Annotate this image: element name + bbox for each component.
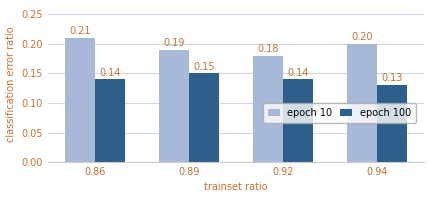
Legend: epoch 10, epoch 100: epoch 10, epoch 100 [263, 103, 416, 123]
Text: 0.19: 0.19 [163, 38, 184, 48]
Text: 0.15: 0.15 [193, 62, 215, 72]
Bar [283, 79, 313, 162]
Bar [65, 38, 95, 162]
Bar [377, 85, 407, 162]
Text: 0.21: 0.21 [69, 26, 91, 36]
Y-axis label: classification error ratio: classification error ratio [6, 26, 15, 142]
Text: 0.20: 0.20 [351, 32, 373, 42]
Text: 0.13: 0.13 [381, 73, 403, 84]
Text: 0.14: 0.14 [287, 68, 309, 78]
Text: 0.18: 0.18 [257, 44, 279, 54]
Bar [253, 56, 283, 162]
Bar [347, 44, 377, 162]
Bar [159, 50, 189, 162]
Bar [95, 79, 125, 162]
X-axis label: trainset ratio: trainset ratio [204, 182, 268, 192]
Text: 0.14: 0.14 [99, 68, 120, 78]
Bar [189, 73, 219, 162]
